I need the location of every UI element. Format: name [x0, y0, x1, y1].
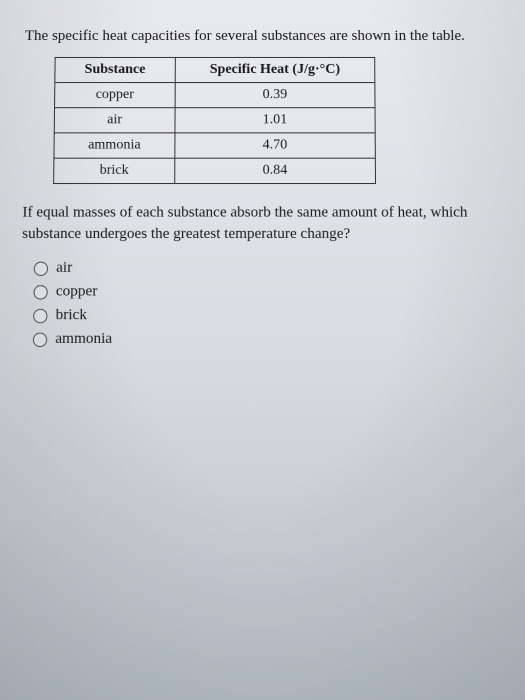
- specific-heat-table: Substance Specific Heat (J/g·°C) copper …: [53, 57, 376, 184]
- cell-substance: brick: [54, 158, 175, 183]
- table-row: ammonia 4.70: [54, 133, 375, 158]
- option-label: copper: [56, 283, 98, 300]
- table-header-row: Substance Specific Heat (J/g·°C): [55, 57, 375, 82]
- intro-text: The specific heat capacities for several…: [25, 28, 500, 45]
- option-copper[interactable]: copper: [33, 283, 503, 300]
- options-list: air copper brick ammonia: [21, 260, 505, 349]
- question-text: If equal masses of each substance absorb…: [22, 202, 503, 245]
- option-label: ammonia: [55, 331, 112, 349]
- cell-substance: copper: [55, 83, 175, 108]
- option-label: air: [56, 260, 72, 277]
- cell-value: 0.84: [174, 158, 375, 183]
- column-header-specific-heat: Specific Heat (J/g·°C): [175, 57, 375, 82]
- table-row: brick 0.84: [54, 158, 376, 183]
- option-label: brick: [55, 307, 87, 325]
- option-brick[interactable]: brick: [33, 307, 504, 325]
- radio-icon: [33, 285, 47, 299]
- radio-icon: [34, 261, 48, 275]
- radio-icon: [33, 308, 47, 322]
- table-row: copper 0.39: [55, 83, 375, 108]
- column-header-substance: Substance: [55, 57, 175, 82]
- cell-value: 1.01: [175, 108, 375, 133]
- cell-value: 4.70: [175, 133, 376, 158]
- option-air[interactable]: air: [34, 260, 504, 277]
- table-row: air 1.01: [54, 108, 375, 133]
- cell-value: 0.39: [175, 83, 375, 108]
- radio-icon: [33, 332, 47, 346]
- content-wrapper: The specific heat capacities for several…: [21, 28, 505, 348]
- cell-substance: air: [54, 108, 175, 133]
- cell-substance: ammonia: [54, 133, 175, 158]
- option-ammonia[interactable]: ammonia: [33, 331, 505, 349]
